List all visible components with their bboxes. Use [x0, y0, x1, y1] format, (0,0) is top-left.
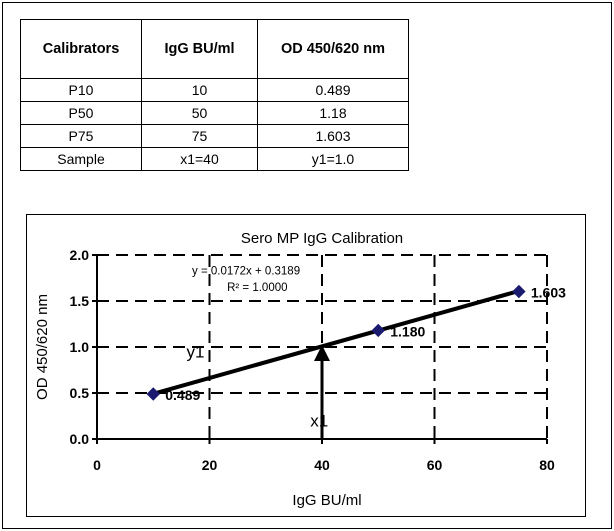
- x-axis-title: IgG BU/ml: [292, 492, 361, 509]
- trendline: [152, 289, 520, 396]
- x-tick-label: 0: [93, 457, 101, 473]
- table-row: P75 75 1.603: [20, 124, 409, 148]
- x-tick-label: 40: [314, 457, 330, 473]
- y-tick-label: 0.0: [70, 431, 90, 447]
- table-row: P50 50 1.18: [20, 101, 409, 125]
- data-point: [371, 323, 385, 338]
- data-label: 1.603: [531, 285, 566, 301]
- header-calibrators: Calibrators: [20, 19, 142, 79]
- trend-r-squared: R² = 1.0000: [227, 282, 287, 294]
- y-tick-label: 2.0: [70, 247, 90, 263]
- x-tick-label: 20: [202, 457, 218, 473]
- chart-title: Sero MP IgG Calibration: [241, 230, 403, 247]
- table-cell: P10: [20, 78, 142, 102]
- y-tick-label: 1.5: [70, 293, 90, 309]
- data-label: 0.489: [165, 387, 200, 403]
- table-row: P10 10 0.489: [20, 78, 409, 102]
- sample-y-label: y1: [186, 343, 204, 362]
- table-cell: 10: [141, 78, 258, 102]
- y-axis-title: OD 450/620 nm: [34, 294, 51, 400]
- header-igg: IgG BU/ml: [141, 19, 258, 79]
- data-label: 1.180: [390, 323, 425, 339]
- table-cell: 0.489: [257, 78, 409, 102]
- table-cell: P75: [20, 124, 142, 148]
- x-tick-label: 60: [427, 457, 443, 473]
- sample-arrow-head: [314, 345, 330, 361]
- x-tick-label: 80: [539, 457, 555, 473]
- y-tick-label: 0.5: [70, 385, 90, 401]
- table-header-row: Calibrators IgG BU/ml OD 450/620 nm: [20, 19, 409, 79]
- table-cell: P50: [20, 101, 142, 125]
- header-od: OD 450/620 nm: [257, 19, 409, 79]
- chart-box: Sero MP IgG Calibration 0.0 0.5 1.0 1.5 2.0 0 2…: [26, 214, 586, 517]
- sample-x-label: x1: [310, 412, 328, 431]
- table-cell: Sample: [20, 147, 142, 171]
- data-point: [146, 387, 160, 401]
- y-tick-label: 1.0: [70, 339, 90, 355]
- table-cell: y1=1.0: [257, 147, 409, 171]
- table-cell: x1=40: [141, 147, 258, 171]
- table-cell: 50: [141, 101, 258, 125]
- table-cell: 75: [141, 124, 258, 148]
- table-cell: 1.603: [257, 124, 409, 148]
- table-cell: 1.18: [257, 101, 409, 125]
- data-point: [512, 284, 526, 299]
- calibration-table: Calibrators IgG BU/ml OD 450/620 nm P10 …: [20, 19, 409, 171]
- trend-equation: y = 0.0172x + 0.3189: [192, 265, 300, 277]
- table-row: Sample x1=40 y1=1.0: [20, 147, 409, 171]
- calibration-chart: Sero MP IgG Calibration 0.0 0.5 1.0 1.5 2.0 0 2…: [34, 230, 566, 509]
